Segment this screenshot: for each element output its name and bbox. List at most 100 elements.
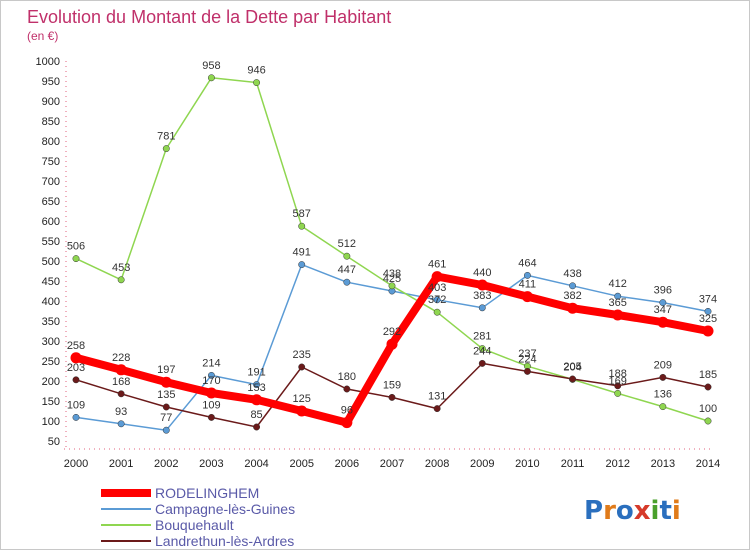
data-point (614, 292, 622, 300)
y-tick-label: 950 (42, 76, 60, 88)
data-point (72, 376, 80, 384)
data-label: 203 (67, 362, 85, 374)
y-tick-label: 800 (42, 136, 60, 148)
data-point (478, 304, 486, 312)
y-tick-label: 100 (42, 416, 60, 428)
data-point (702, 325, 714, 337)
data-label: 100 (699, 403, 717, 415)
data-point (478, 345, 486, 353)
logo-text: Proxiti (584, 496, 681, 526)
data-label: 512 (338, 238, 356, 250)
x-tick-label: 2011 (561, 458, 585, 470)
data-point (298, 222, 306, 230)
data-label: 382 (563, 290, 581, 302)
data-label: 93 (115, 406, 127, 418)
data-label: 170 (202, 375, 220, 387)
data-label: 109 (67, 399, 85, 411)
data-label: 425 (383, 273, 401, 285)
chart-title: Evolution du Montant de la Dette par Hab… (27, 7, 391, 27)
data-label: 383 (473, 290, 491, 302)
data-label: 506 (67, 241, 85, 253)
data-label: 438 (383, 268, 401, 280)
data-label: 204 (563, 361, 581, 373)
data-label: 96 (341, 405, 353, 417)
data-point (298, 363, 306, 371)
data-point (657, 316, 669, 328)
data-label: 440 (473, 267, 491, 279)
data-label: 438 (563, 268, 581, 280)
data-label: 244 (473, 345, 491, 357)
data-point (251, 394, 263, 406)
data-label: 235 (293, 349, 311, 361)
x-tick-label: 2004 (244, 458, 268, 470)
data-label: 491 (293, 247, 311, 259)
data-label: 159 (383, 379, 401, 391)
data-point (343, 278, 351, 286)
data-point (704, 307, 712, 315)
data-label: 214 (202, 357, 220, 369)
data-point (162, 426, 170, 434)
logo-letter: o (616, 496, 634, 526)
data-label: 168 (112, 376, 130, 388)
data-label: 185 (699, 369, 717, 381)
data-point (523, 271, 531, 279)
logo-letter: r (603, 496, 616, 526)
data-label: 464 (518, 257, 536, 269)
legend-label: Campagne-lès-Guines (155, 501, 295, 517)
data-point (72, 413, 80, 421)
data-point (70, 352, 82, 364)
data-point (343, 252, 351, 260)
data-point (569, 282, 577, 290)
data-label: 412 (609, 278, 627, 290)
series-layer (70, 74, 714, 434)
y-tick-label: 200 (42, 376, 60, 388)
data-point (659, 373, 667, 381)
data-label: 188 (609, 368, 627, 380)
x-tick-label: 2009 (470, 458, 494, 470)
x-tick-label: 2002 (154, 458, 178, 470)
x-tick-label: 2013 (651, 458, 675, 470)
y-tick-label: 50 (48, 436, 60, 448)
legend: RODELINGHEMCampagne-lès-GuinesBouquehaul… (101, 485, 295, 549)
x-tick-label: 2005 (289, 458, 313, 470)
data-point (476, 279, 488, 291)
proxiti-logo: Proxiti (584, 496, 681, 526)
x-tick-label: 2003 (199, 458, 223, 470)
y-tick-label: 1000 (36, 56, 60, 68)
data-label: 403 (428, 282, 446, 294)
legend-label: RODELINGHEM (155, 485, 259, 501)
y-tick-label: 450 (42, 276, 60, 288)
data-point (298, 261, 306, 269)
logo-letter: x (634, 496, 651, 526)
data-point (478, 359, 486, 367)
data-label: 131 (428, 391, 446, 403)
data-point (117, 420, 125, 428)
data-point (567, 302, 579, 314)
data-point (433, 405, 441, 413)
data-point (207, 74, 215, 82)
x-tick-label: 2006 (335, 458, 359, 470)
data-point (388, 282, 396, 290)
data-point (659, 299, 667, 307)
data-label: 153 (247, 382, 265, 394)
data-label: 447 (338, 264, 356, 276)
chart-subtitle: (en €) (27, 29, 58, 43)
data-point (614, 389, 622, 397)
data-label: 372 (428, 294, 446, 306)
data-point (253, 423, 261, 431)
data-label: 205 (563, 361, 581, 373)
data-point (569, 375, 577, 383)
data-label: 258 (67, 340, 85, 352)
x-tick-label: 2007 (380, 458, 404, 470)
x-tick-label: 2001 (109, 458, 133, 470)
data-label: 453 (112, 262, 130, 274)
data-label: 958 (202, 60, 220, 72)
x-tick-label: 2008 (425, 458, 449, 470)
y-tick-label: 300 (42, 336, 60, 348)
data-label: 325 (699, 313, 717, 325)
axes: 50 100 150 200 250 300 350 400 450 500 550 600 650 70… (36, 56, 721, 470)
data-point (612, 309, 624, 321)
data-point (523, 367, 531, 375)
data-label: 228 (112, 352, 130, 364)
